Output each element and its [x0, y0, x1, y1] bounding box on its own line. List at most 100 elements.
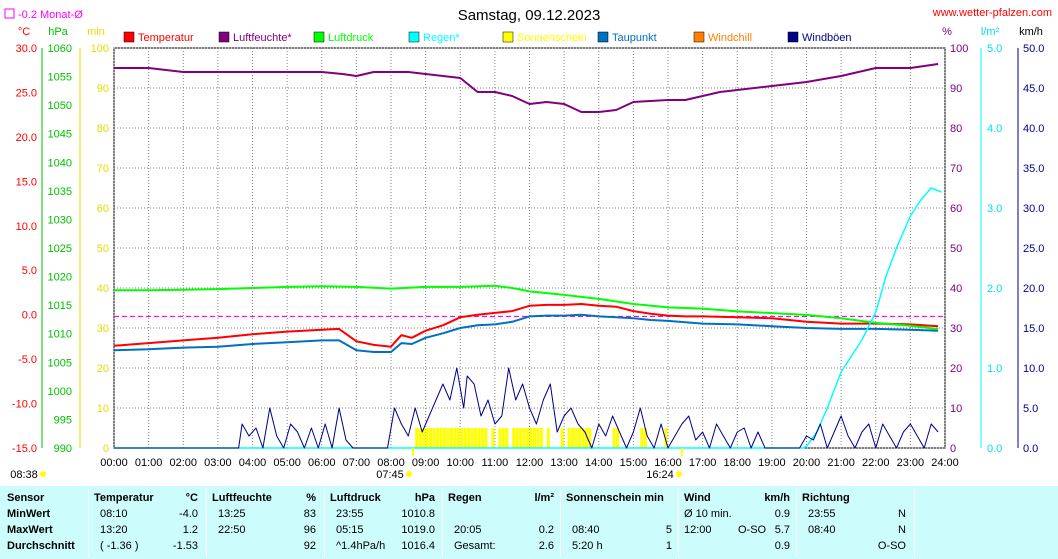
- tick-label-sunshine: 40: [97, 283, 109, 295]
- stats-grid: Sensor Temperatur °C Luftfeuchte% Luftdruck h…: [0, 486, 1058, 559]
- unit-temp: °C: [18, 26, 30, 38]
- sunshine-bar: [439, 428, 443, 448]
- sunshine-bar: [481, 428, 485, 448]
- tick-label-pressure: 995: [54, 414, 72, 426]
- tick-label-humidity: 30: [950, 323, 962, 335]
- sunshine-bar: [432, 428, 436, 448]
- legend-swatch: [693, 31, 705, 43]
- sunshine-bar: [449, 428, 453, 448]
- tick-label-wind: 35.0: [1023, 163, 1044, 175]
- tick-label-x: 15:00: [620, 457, 648, 469]
- header-wind: Wind: [684, 492, 711, 504]
- legend-swatch: [408, 31, 420, 43]
- tick-label-x: 19:00: [758, 457, 786, 469]
- hum-value: 92: [303, 540, 316, 552]
- sunshine-bar: [546, 428, 550, 448]
- series-line-luftfeuchte: [114, 63, 939, 113]
- header-hum: Luftfeuchte: [212, 492, 272, 504]
- tick-label-rain: 5.0: [987, 43, 1002, 55]
- sunshine-bar: [664, 428, 668, 448]
- tick-label-temp: -15.0: [12, 443, 37, 455]
- legend-label: Temperatur: [138, 32, 194, 44]
- sunshine-bar: [460, 428, 464, 448]
- sunshine-bar: [474, 428, 478, 448]
- tick-label-wind: 15.0: [1023, 323, 1044, 335]
- temp-time: ( -1.36 ): [100, 540, 139, 552]
- tick-label-x: 17:00: [689, 457, 717, 469]
- sunshine-bar: [505, 428, 509, 448]
- legend-swatch: [123, 31, 135, 43]
- unit-pressure: hPa: [48, 26, 68, 38]
- legend-swatch: [218, 31, 230, 43]
- legend-swatch: [502, 31, 514, 43]
- wind-direction: O-SO: [738, 524, 767, 536]
- tick-label-x: 12:00: [516, 457, 544, 469]
- header-temp: Temperatur: [94, 492, 154, 504]
- tick-label-sunshine: 0: [103, 443, 109, 455]
- tick-label-humidity: 60: [950, 203, 962, 215]
- wind-time: 12:00: [684, 524, 712, 536]
- table-divider: [796, 488, 797, 557]
- sunshine-bar: [640, 428, 644, 448]
- tick-label-humidity: 40: [950, 283, 962, 295]
- tick-label-pressure: 1050: [48, 100, 72, 112]
- tick-label-x: 21:00: [827, 457, 855, 469]
- press-time: 05:15: [336, 524, 364, 536]
- tick-label-temp: 15.0: [16, 176, 37, 188]
- tick-label-wind: 45.0: [1023, 83, 1044, 95]
- legend-label: Luftdruck: [328, 32, 374, 44]
- tick-label-wind: 40.0: [1023, 123, 1044, 135]
- tick-label-x: 05:00: [273, 457, 301, 469]
- legend-swatch: [787, 31, 799, 43]
- table-divider: [324, 488, 325, 557]
- legend-label: Sonnenschein: [517, 32, 587, 44]
- tick-label-x: 18:00: [723, 457, 751, 469]
- sun-value: 5: [665, 524, 672, 536]
- press-time: 23:55: [336, 508, 364, 520]
- sunshine-bar: [536, 428, 540, 448]
- sunshine-bar: [491, 428, 495, 448]
- tick-label-x: 10:00: [446, 457, 474, 469]
- series-line-luftdruck: [114, 284, 939, 331]
- sun-icon: [40, 471, 46, 477]
- wind-value: 5.7: [774, 524, 790, 536]
- rain-value: 0.2: [538, 524, 554, 536]
- header-direction: Richtung: [802, 492, 850, 504]
- tick-label-humidity: 10: [950, 403, 962, 415]
- press-time: ^1.4hPa/h: [336, 540, 386, 552]
- tick-label-humidity: 50: [950, 243, 962, 255]
- header-temp-unit: °C: [185, 492, 198, 504]
- tick-label-pressure: 1010: [48, 329, 72, 341]
- header-rain-unit: l/m²: [534, 492, 554, 504]
- tick-label-x: 14:00: [585, 457, 613, 469]
- tick-label-pressure: 990: [54, 443, 72, 455]
- temp-time: 13:20: [100, 524, 128, 536]
- tick-label-x: 22:00: [862, 457, 890, 469]
- table-divider: [206, 488, 207, 557]
- tick-label-x: 04:00: [239, 457, 267, 469]
- press-value: 1019.0: [401, 524, 435, 536]
- row-label: Durchschnitt: [7, 540, 75, 552]
- tick-label-sunshine: 80: [97, 123, 109, 135]
- tick-label-rain: 1.0: [987, 363, 1002, 375]
- sunshine-bar: [581, 428, 585, 448]
- table-divider: [560, 488, 561, 557]
- header-press-unit: hPa: [414, 492, 435, 504]
- tick-label-humidity: 0: [950, 443, 956, 455]
- tick-label-pressure: 1035: [48, 186, 72, 198]
- row-label: MaxWert: [7, 524, 53, 536]
- sunshine-bar: [425, 428, 429, 448]
- tick-label-x: 02:00: [169, 457, 197, 469]
- tick-label-sunshine: 100: [91, 43, 109, 55]
- tick-label-x: 00:00: [100, 457, 128, 469]
- hum-value: 83: [303, 508, 316, 520]
- hum-value: 96: [303, 524, 316, 536]
- tick-label-humidity: 100: [950, 43, 968, 55]
- tick-label-x: 09:00: [412, 457, 440, 469]
- sun-time: 08:40: [572, 524, 600, 536]
- tick-label-rain: 0.0: [987, 443, 1002, 455]
- sunshine-bar: [456, 428, 460, 448]
- legend-label: Luftfeuchte*: [233, 32, 292, 44]
- tick-label-wind: 20.0: [1023, 283, 1044, 295]
